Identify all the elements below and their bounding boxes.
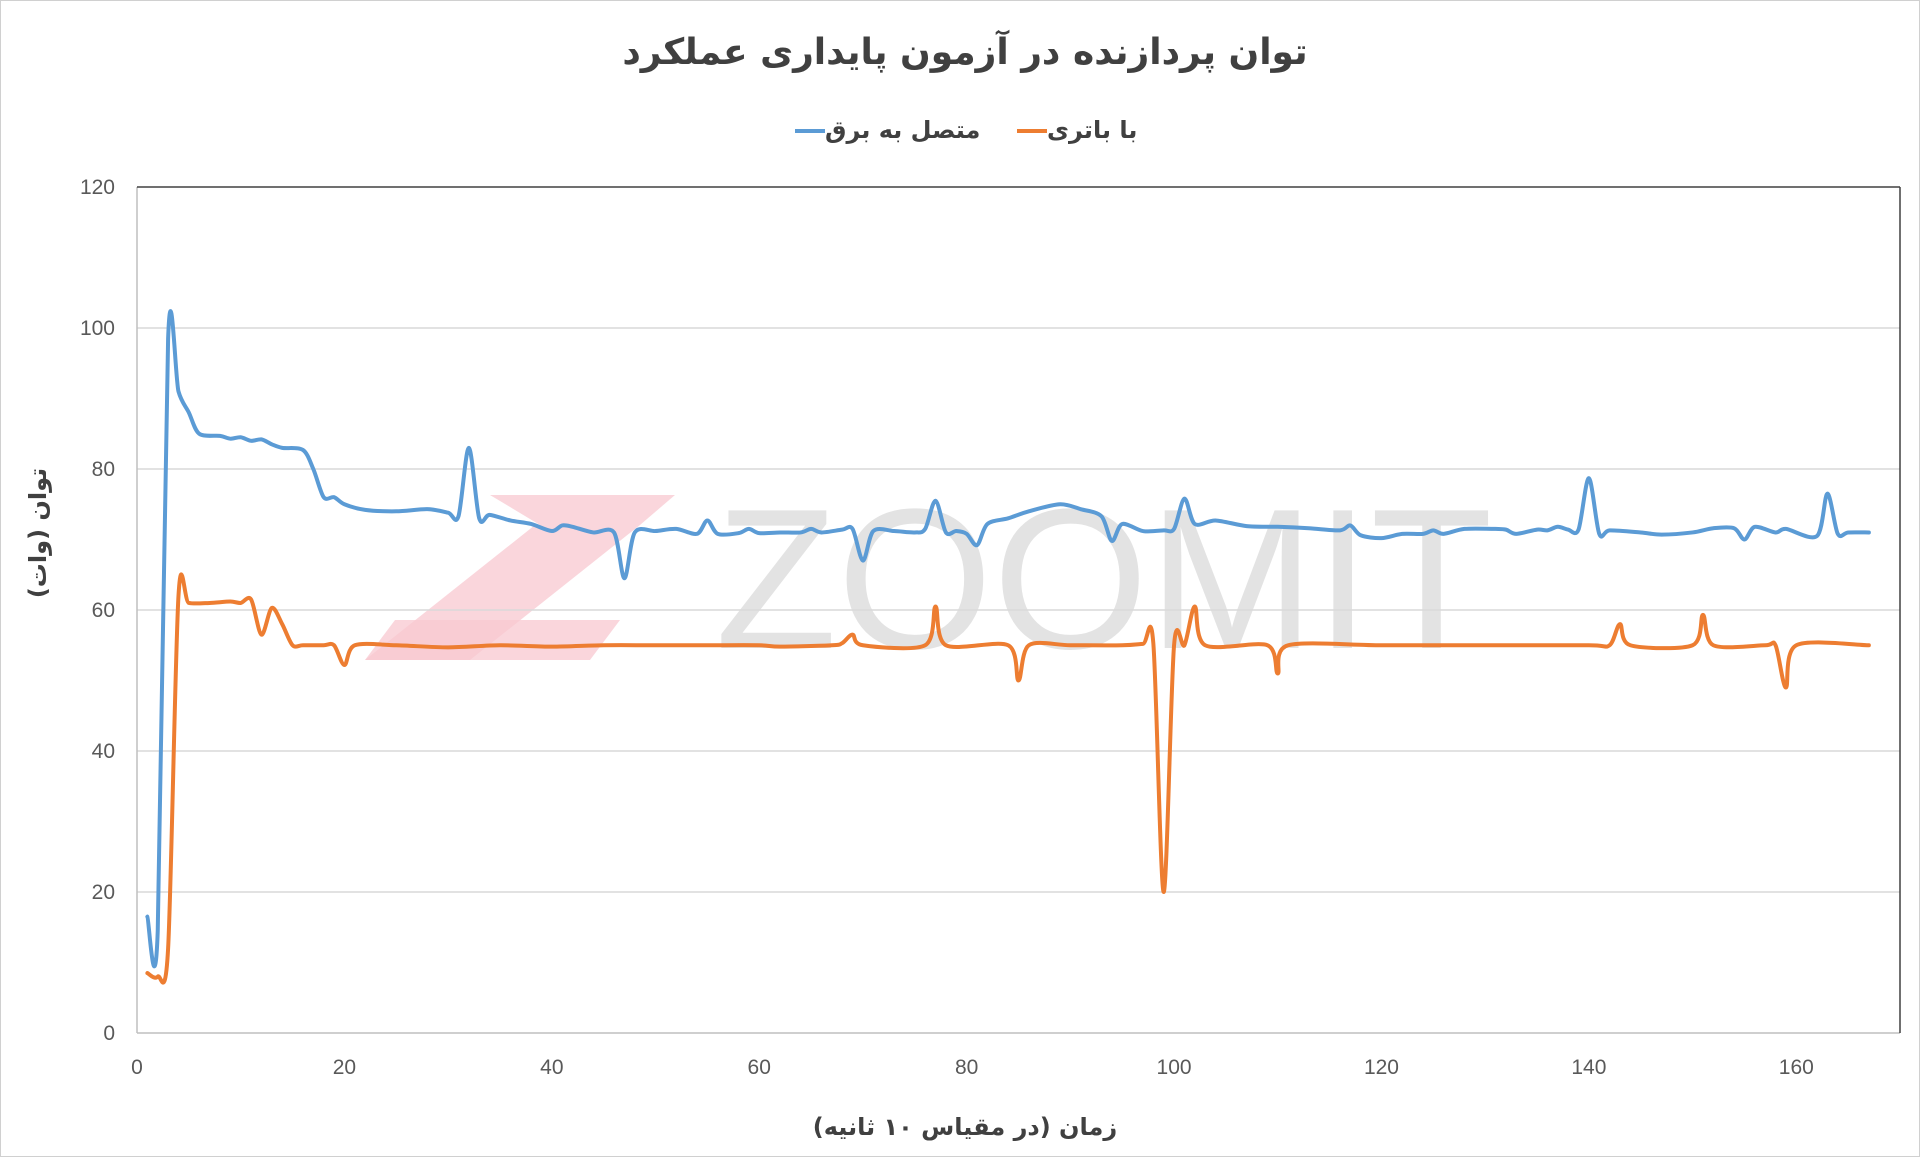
- legend-label-battery: با باتری: [1047, 116, 1137, 144]
- y-tick-label: 60: [92, 599, 115, 622]
- y-tick-label: 20: [92, 881, 115, 904]
- watermark-text: ZOOMIT: [715, 468, 1493, 691]
- y-tick-label: 120: [80, 176, 115, 199]
- x-tick-label: 140: [1571, 1056, 1606, 1079]
- y-axis-title: توان (وات): [24, 468, 52, 598]
- x-axis-title: زمان (در مقیاس ۱۰ ثانیه): [813, 1113, 1117, 1141]
- x-tick-label: 0: [131, 1056, 143, 1079]
- x-tick-label: 80: [955, 1056, 978, 1079]
- chart-title: توان پردازنده در آزمون پایداری عملکرد: [622, 29, 1307, 73]
- legend-label-plugged: متصل به برق: [825, 116, 980, 144]
- x-tick-label: 120: [1364, 1056, 1399, 1079]
- y-tick-label: 40: [92, 740, 115, 763]
- zoomit-watermark-logo: ZOOMIT: [365, 468, 1493, 691]
- x-tick-label: 20: [333, 1056, 356, 1079]
- x-tick-label: 100: [1157, 1056, 1192, 1079]
- y-tick-label: 80: [92, 458, 115, 481]
- gridlines: [137, 327, 1900, 893]
- legend: با باتری متصل به برق: [795, 116, 1137, 144]
- x-tick-label: 160: [1779, 1056, 1814, 1079]
- series-line-battery: [145, 572, 1871, 985]
- series-line-plugged-in: [145, 309, 1871, 969]
- plot-area-border: [136, 186, 1901, 1034]
- y-tick-label: 0: [103, 1022, 115, 1045]
- y-tick-label: 100: [80, 317, 115, 340]
- series-lines: [145, 309, 1871, 985]
- x-tick-label: 40: [540, 1056, 563, 1079]
- y-tick-labels: 0 20 40 60 80 100 120: [80, 176, 115, 1045]
- x-tick-labels: 0 20 40 60 80 100 120 140 160: [131, 1056, 1814, 1079]
- x-tick-label: 60: [748, 1056, 771, 1079]
